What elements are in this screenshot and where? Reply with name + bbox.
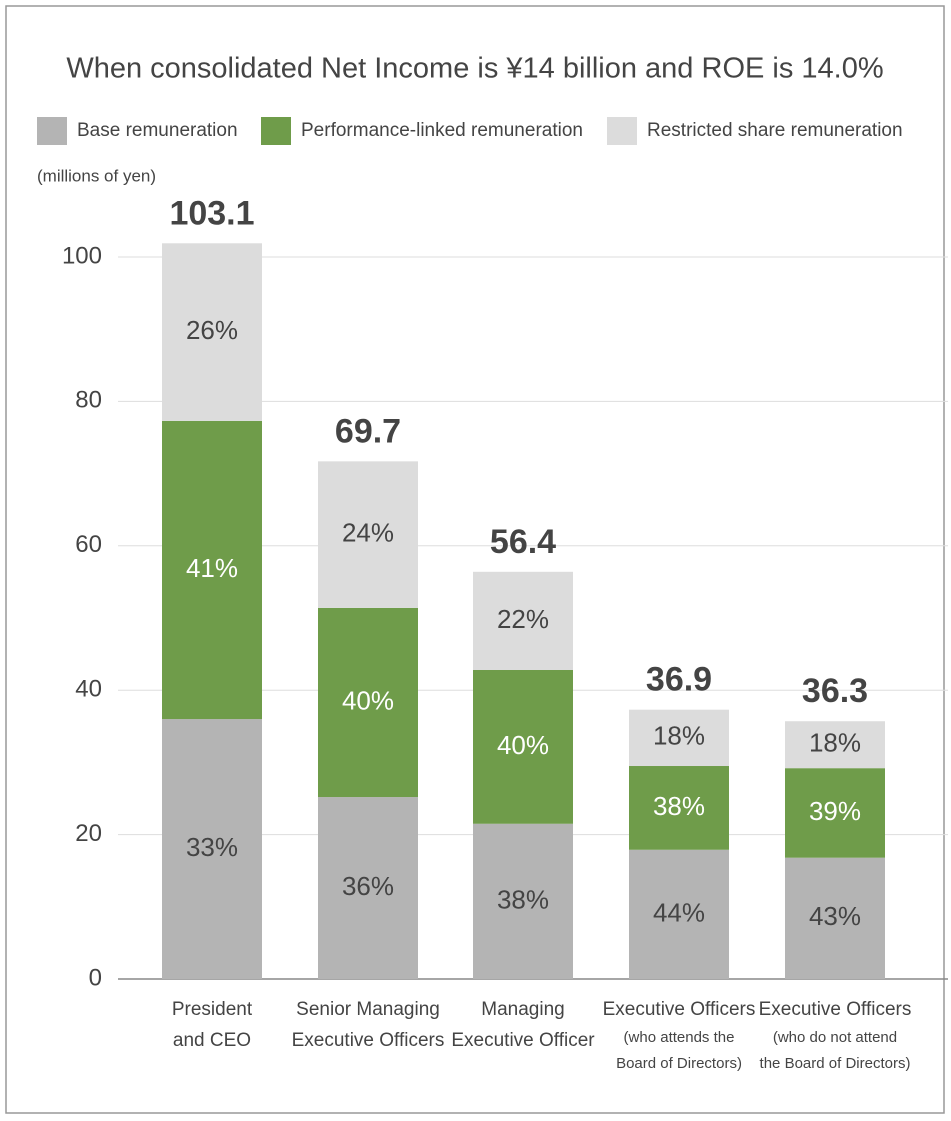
bar-segment: [629, 849, 729, 979]
bar-segment: [162, 719, 262, 979]
total-label: 69.7: [335, 412, 401, 450]
x-tick-label: (who do not attend: [773, 1029, 897, 1046]
x-tick-label: Senior Managing: [296, 999, 440, 1020]
x-tick-label: Managing: [481, 999, 564, 1020]
x-tick-label: the Board of Directors): [760, 1055, 911, 1072]
x-tick-label: and CEO: [173, 1030, 251, 1051]
y-tick-label: 60: [75, 531, 102, 558]
x-tick-label: President: [172, 999, 253, 1020]
share-label: 40%: [342, 685, 394, 715]
legend-swatch: [37, 117, 67, 145]
bar-segment: [473, 823, 573, 979]
y-tick-label: 100: [62, 242, 102, 269]
y-tick-label: 80: [75, 387, 102, 414]
bar-segment: [473, 571, 573, 670]
y-tick-label: 20: [75, 820, 102, 847]
x-tick-label: Executive Officers: [759, 999, 912, 1020]
share-label: 38%: [653, 791, 705, 821]
bar-segment: [785, 721, 885, 769]
y-tick-label: 40: [75, 676, 102, 703]
total-label: 56.4: [490, 523, 556, 561]
bar-segment: [785, 768, 885, 858]
total-label: 36.3: [802, 672, 868, 710]
y-tick-label: 0: [89, 964, 102, 991]
share-label: 24%: [342, 517, 394, 547]
total-label: 103.1: [169, 194, 254, 232]
share-label: 26%: [186, 315, 238, 345]
x-tick-label: Executive Officers: [292, 1030, 445, 1051]
chart-title: When consolidated Net Income is ¥14 bill…: [66, 53, 883, 85]
bar-segment: [318, 797, 418, 979]
legend-label: Performance-linked remuneration: [301, 120, 583, 141]
share-label: 18%: [809, 728, 861, 758]
share-label: 41%: [186, 553, 238, 583]
legend-label: Base remuneration: [77, 120, 238, 141]
share-label: 39%: [809, 796, 861, 826]
bar-segment: [318, 461, 418, 608]
bar-segment: [162, 420, 262, 720]
share-label: 22%: [497, 604, 549, 634]
bar-segment: [785, 857, 885, 979]
share-label: 44%: [653, 897, 705, 927]
x-tick-label: (who attends the: [624, 1029, 735, 1046]
total-label: 36.9: [646, 661, 712, 699]
share-label: 40%: [497, 730, 549, 760]
x-tick-label: Board of Directors): [616, 1055, 742, 1072]
bar-segment: [318, 607, 418, 798]
legend-swatch: [261, 117, 291, 145]
x-tick-label: Executive Officers: [603, 999, 756, 1020]
share-label: 38%: [497, 884, 549, 914]
bar-segment: [629, 709, 729, 767]
bar-segment: [473, 669, 573, 824]
x-tick-label: Executive Officer: [451, 1030, 595, 1051]
legend-swatch: [607, 117, 637, 145]
y-axis-label: (millions of yen): [37, 166, 156, 185]
legend-label: Restricted share remuneration: [647, 120, 903, 141]
share-label: 43%: [809, 901, 861, 931]
bar-segment: [629, 766, 729, 850]
share-label: 18%: [653, 721, 705, 751]
share-label: 36%: [342, 871, 394, 901]
share-label: 33%: [186, 832, 238, 862]
bar-segment: [162, 243, 262, 421]
